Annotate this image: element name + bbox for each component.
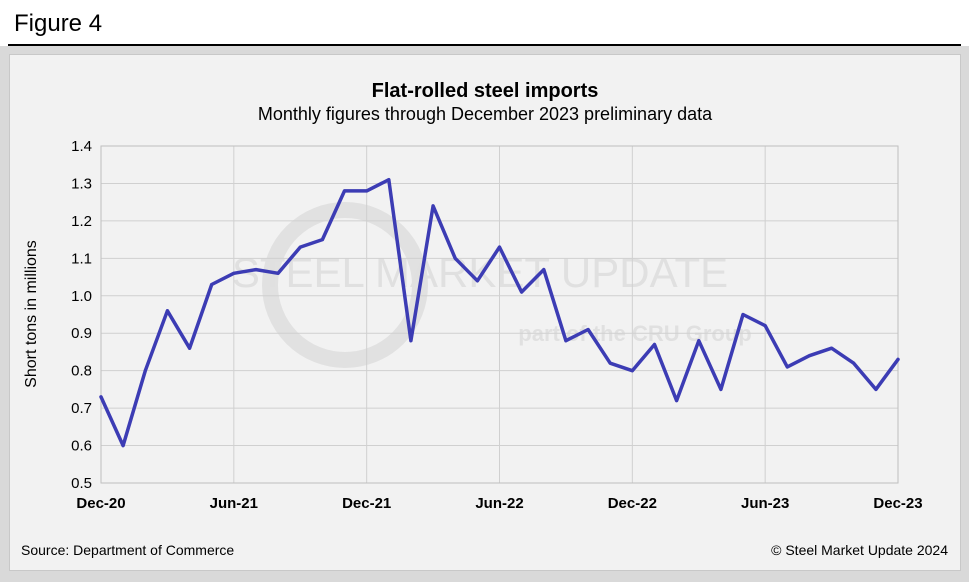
grid-lines (100, 145, 899, 484)
y-tick-label: 0.9 (71, 325, 92, 342)
data-point (298, 245, 302, 249)
x-tick-label: Jun-22 (475, 495, 523, 512)
watermark-title: STEEL MARKET UPDATE (232, 249, 728, 296)
data-point (254, 268, 258, 272)
y-tick-label: 1.2 (71, 213, 92, 230)
data-point (520, 290, 524, 294)
data-point (763, 324, 767, 328)
data-point (453, 256, 457, 260)
y-tick-label: 0.7 (71, 400, 92, 417)
y-tick-label: 0.6 (71, 438, 92, 455)
x-tick-label: Dec-21 (342, 495, 391, 512)
data-point (365, 189, 369, 193)
data-point (630, 369, 634, 373)
data-point (232, 271, 236, 275)
figure-header-rule (8, 44, 961, 46)
data-point (741, 313, 745, 316)
data-point (475, 279, 479, 283)
plot-area-border (100, 145, 899, 484)
data-point (697, 339, 701, 343)
data-point (719, 387, 723, 391)
watermark: STEEL MARKET UPDATE part of the CRU Grou… (232, 202, 752, 368)
data-point (431, 204, 435, 208)
x-tick-label: Jun-21 (210, 495, 258, 512)
data-point (387, 178, 391, 182)
x-tick-label: Jun-23 (741, 495, 789, 512)
chart-title: Flat-rolled steel imports (372, 80, 599, 102)
y-tick-label: 1.4 (71, 138, 92, 155)
data-point (675, 399, 679, 403)
line-chart: Flat-rolled steel imports Monthly figure… (21, 80, 948, 558)
data-point (608, 361, 612, 365)
chart-panel: Flat-rolled steel imports Monthly figure… (10, 55, 960, 570)
y-tick-label: 1.1 (71, 250, 92, 267)
data-point (276, 271, 280, 275)
data-point (874, 387, 878, 391)
figure-label: Figure 4 (14, 10, 103, 37)
y-tick-label: 1.0 (71, 288, 92, 305)
data-point (807, 354, 811, 358)
figure-header: Figure 4 (0, 0, 969, 46)
data-point (564, 339, 568, 343)
data-point (121, 444, 125, 448)
axes: 0.5 0.6 0.7 0.8 0.9 1.0 1.1 1.2 1.3 1.4 Dec-20 Jun-… (71, 138, 922, 512)
x-tick-label: Dec-23 (873, 495, 922, 512)
data-point (785, 365, 789, 369)
y-axis-label: Short tons in millions (23, 240, 40, 388)
data-point (99, 395, 103, 399)
y-tick-label: 0.8 (71, 363, 92, 380)
chart-subtitle: Monthly figures through December 2023 pr… (258, 104, 713, 124)
data-point (586, 327, 590, 331)
data-point (165, 309, 169, 313)
y-tick-label: 0.5 (71, 475, 92, 492)
x-tick-label: Dec-20 (76, 495, 125, 512)
data-point (343, 189, 347, 193)
copyright-note: © Steel Market Update 2024 (771, 542, 948, 558)
data-point (498, 245, 501, 249)
data-point (652, 342, 656, 346)
data-point (143, 369, 147, 373)
data-point (320, 238, 324, 242)
data-point (542, 268, 546, 272)
source-note: Source: Department of Commerce (21, 542, 234, 558)
data-point (188, 346, 192, 350)
data-point (896, 357, 900, 361)
data-point (210, 283, 214, 287)
y-tick-label: 1.3 (71, 175, 92, 192)
data-point (409, 339, 413, 343)
data-point (852, 361, 856, 365)
series-layer (99, 177, 900, 448)
x-tick-label: Dec-22 (608, 495, 657, 512)
data-point (830, 346, 834, 350)
